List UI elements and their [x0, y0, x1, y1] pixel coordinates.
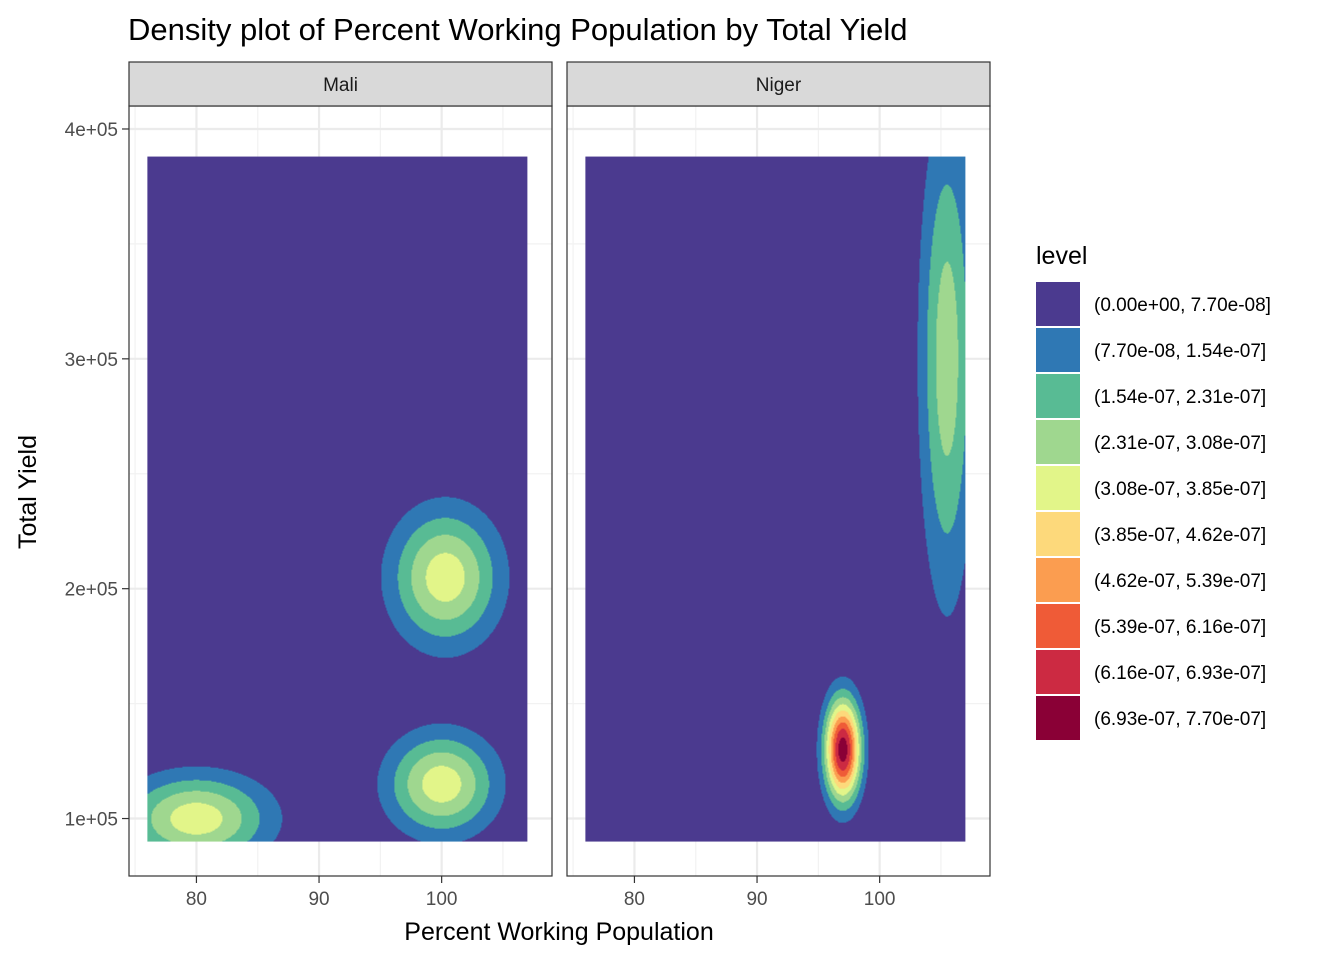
- density-contour-fill: [585, 156, 966, 842]
- x-tick-label: 90: [308, 889, 329, 910]
- legend-item: (6.93e-07, 7.70e-07]: [1036, 696, 1266, 740]
- legend-item-label: (2.31e-07, 3.08e-07]: [1094, 433, 1266, 454]
- x-tick-label: 80: [624, 889, 645, 910]
- legend-key-swatch: [1036, 650, 1080, 694]
- panel-mali: Mali 80 90 100: [128, 61, 553, 910]
- legend-key-swatch: [1036, 466, 1080, 510]
- legend-key-swatch: [1036, 420, 1080, 464]
- legend-item-label: (5.39e-07, 6.16e-07]: [1094, 617, 1266, 638]
- panel-niger: Niger 80 90 100: [566, 61, 991, 910]
- chart-title: Density plot of Percent Working Populati…: [128, 12, 907, 47]
- facet-panels: Mali 80 90 100 Niger 80 90 100: [128, 61, 991, 910]
- legend-item-label: (3.08e-07, 3.85e-07]: [1094, 479, 1266, 500]
- legend-item-label: (7.70e-08, 1.54e-07]: [1094, 341, 1266, 362]
- legend-title: level: [1036, 242, 1087, 270]
- legend-item: (7.70e-08, 1.54e-07]: [1036, 328, 1266, 372]
- y-axis: 1e+05 2e+05 3e+05 4e+05: [65, 120, 129, 831]
- facet-strip-label: Niger: [756, 75, 802, 96]
- x-tick-label: 100: [426, 889, 458, 910]
- legend-item-label: (4.62e-07, 5.39e-07]: [1094, 571, 1266, 592]
- legend-item: (2.31e-07, 3.08e-07]: [1036, 420, 1266, 464]
- legend: level (0.00e+00, 7.70e-08] (7.70e-08, 1.54…: [1036, 242, 1271, 740]
- density-contour-fill: [147, 156, 528, 842]
- x-axis-label: Percent Working Population: [404, 918, 713, 946]
- legend-key-swatch: [1036, 328, 1080, 372]
- legend-key-swatch: [1036, 696, 1080, 740]
- y-tick-label: 3e+05: [65, 350, 118, 371]
- legend-key-swatch: [1036, 512, 1080, 556]
- legend-key-swatch: [1036, 282, 1080, 326]
- x-tick-label: 80: [186, 889, 207, 910]
- legend-item: (3.85e-07, 4.62e-07]: [1036, 512, 1266, 556]
- x-tick-label: 90: [746, 889, 767, 910]
- legend-item: (5.39e-07, 6.16e-07]: [1036, 604, 1266, 648]
- legend-item: (1.54e-07, 2.31e-07]: [1036, 374, 1266, 418]
- y-tick-label: 2e+05: [65, 580, 118, 601]
- legend-item-label: (6.93e-07, 7.70e-07]: [1094, 709, 1266, 730]
- legend-item-label: (1.54e-07, 2.31e-07]: [1094, 387, 1266, 408]
- legend-item-label: (0.00e+00, 7.70e-08]: [1094, 295, 1271, 316]
- legend-item-label: (3.85e-07, 4.62e-07]: [1094, 525, 1266, 546]
- facet-strip: [566, 61, 991, 107]
- facet-strip-label: Mali: [323, 75, 358, 96]
- legend-item-label: (6.16e-07, 6.93e-07]: [1094, 663, 1266, 684]
- legend-key-swatch: [1036, 558, 1080, 602]
- legend-item: (6.16e-07, 6.93e-07]: [1036, 650, 1266, 694]
- y-tick-label: 4e+05: [65, 120, 118, 141]
- x-tick-label: 100: [864, 889, 896, 910]
- legend-item: (3.08e-07, 3.85e-07]: [1036, 466, 1266, 510]
- facet-strip: [128, 61, 553, 107]
- y-tick-label: 1e+05: [65, 810, 118, 831]
- legend-key-swatch: [1036, 604, 1080, 648]
- legend-item: (0.00e+00, 7.70e-08]: [1036, 282, 1271, 326]
- y-axis-label: Total Yield: [14, 435, 42, 549]
- legend-key-swatch: [1036, 374, 1080, 418]
- legend-item: (4.62e-07, 5.39e-07]: [1036, 558, 1266, 602]
